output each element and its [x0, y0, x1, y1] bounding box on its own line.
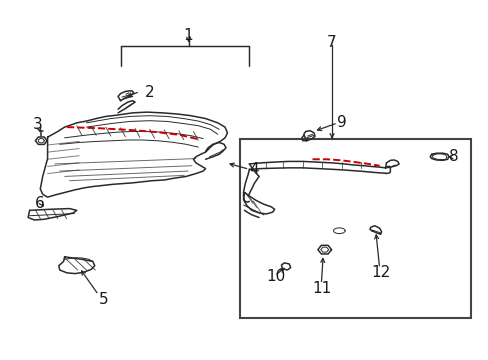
Text: 11: 11	[312, 282, 331, 296]
Text: 7: 7	[326, 35, 336, 50]
Text: 6: 6	[34, 196, 44, 211]
Text: 1: 1	[183, 28, 193, 43]
Text: 5: 5	[99, 292, 108, 307]
Text: 12: 12	[370, 265, 389, 280]
Bar	[239, 139, 469, 318]
Text: 3: 3	[33, 117, 42, 132]
Text: 8: 8	[448, 149, 457, 164]
Text: 10: 10	[266, 269, 285, 284]
Text: 9: 9	[336, 115, 346, 130]
Text: 4: 4	[249, 162, 259, 177]
Text: 2: 2	[144, 85, 154, 100]
